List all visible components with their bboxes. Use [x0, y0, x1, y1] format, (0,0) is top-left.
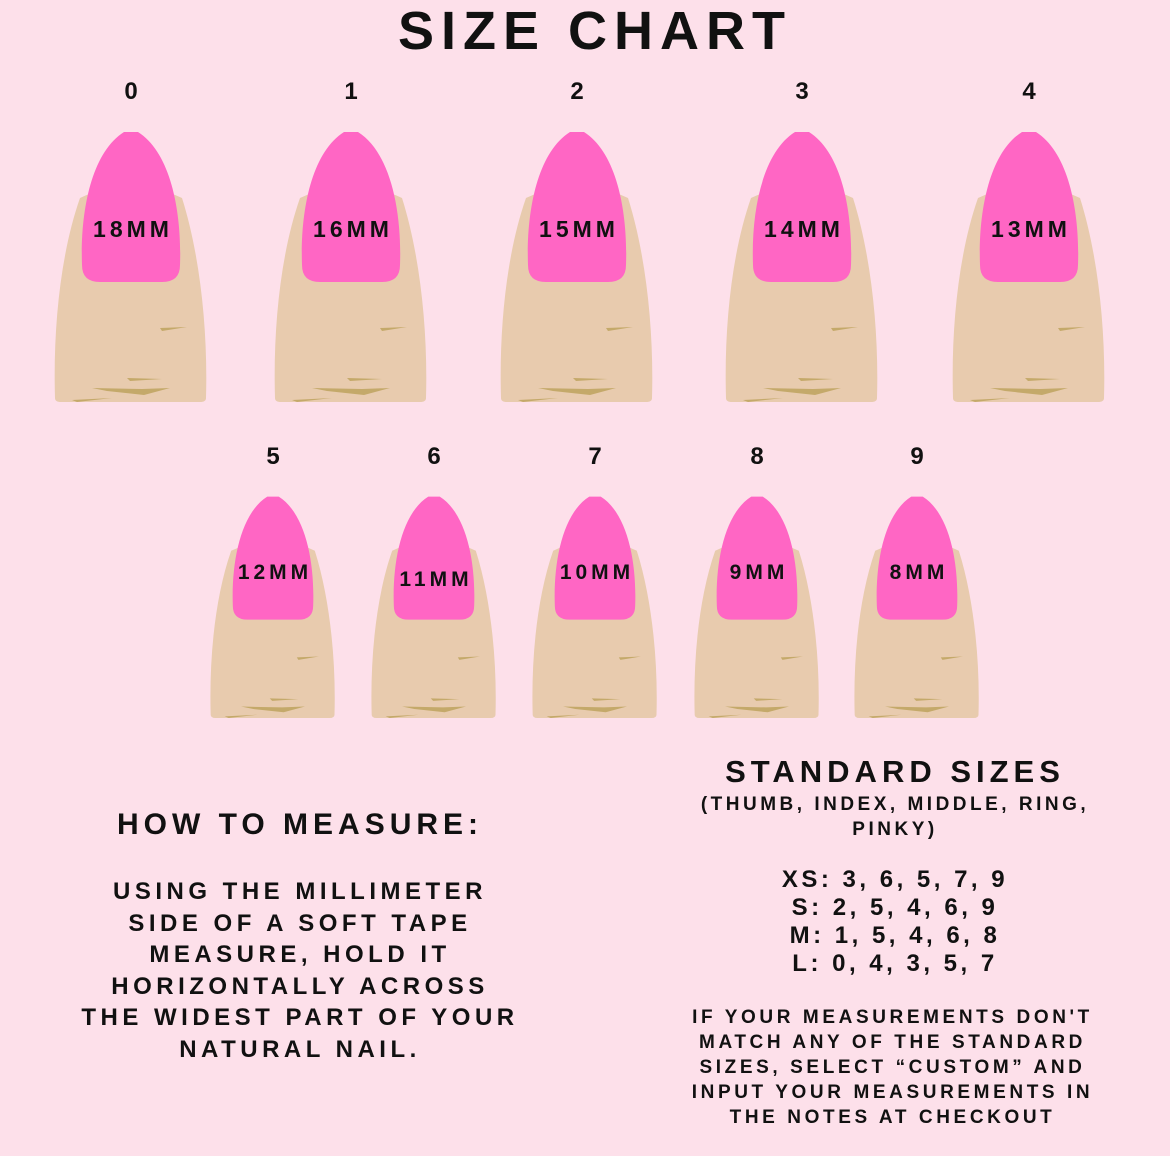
size-number: 7 — [588, 443, 602, 470]
nail-shape — [81, 132, 181, 282]
finger-size-5 — [210, 496, 335, 719]
nail-shape — [716, 496, 798, 620]
finger-size-1 — [274, 132, 427, 402]
nail-width-label: 18MM — [93, 216, 173, 242]
nail-shape — [527, 132, 627, 282]
size-number: 9 — [910, 443, 924, 470]
page-title: SIZE CHART — [398, 1, 792, 61]
knuckle-creases — [708, 656, 803, 719]
how-to-measure-heading: HOW TO MEASURE: — [116, 808, 484, 841]
note-line: THE NOTES AT CHECKOUT — [729, 1107, 1056, 1128]
knuckle-creases — [546, 656, 641, 719]
size-row-s: S: 2, 5, 4, 6, 9 — [791, 894, 999, 921]
knuckle-creases — [868, 656, 963, 719]
nail-shape — [876, 496, 958, 620]
finger-size-6 — [371, 496, 496, 719]
finger-size-8 — [694, 496, 819, 719]
note-line: INPUT YOUR MEASUREMENTS IN — [691, 1082, 1094, 1103]
nail-shape — [232, 496, 314, 620]
size-number: 6 — [427, 443, 441, 470]
size-row-xs: XS: 3, 6, 5, 7, 9 — [781, 866, 1009, 893]
size-row-l: L: 0, 4, 3, 5, 7 — [792, 950, 998, 977]
size-number: 8 — [750, 443, 764, 470]
knuckle-creases — [224, 656, 319, 719]
finger-size-0 — [54, 132, 207, 402]
nail-shape — [393, 496, 475, 620]
nail-width-label: 10MM — [559, 561, 635, 584]
size-number: 1 — [344, 78, 358, 105]
knuckle-creases — [72, 327, 187, 402]
knuckle-creases — [292, 327, 407, 402]
nail-width-label: 12MM — [237, 561, 313, 584]
nail-width-label: 11MM — [399, 568, 473, 591]
size-number: 4 — [1022, 78, 1036, 105]
finger-size-9 — [854, 496, 979, 719]
size-number: 0 — [124, 78, 138, 105]
size-number: 2 — [570, 78, 584, 105]
nail-width-label: 14MM — [764, 216, 844, 242]
size-number: 3 — [795, 78, 809, 105]
finger-size-2 — [500, 132, 653, 402]
how-to-line: NATURAL NAIL. — [179, 1035, 421, 1063]
custom-size-note: IF YOUR MEASUREMENTS DON'T MATCH ANY OF … — [665, 1005, 1120, 1130]
nail-shape — [979, 132, 1079, 282]
standard-sizes-list: XS: 3, 6, 5, 7, 9 S: 2, 5, 4, 6, 9 M: 1,… — [595, 866, 1170, 978]
nail-shape — [554, 496, 636, 620]
standard-sizes-heading: STANDARD SIZES — [725, 754, 1065, 789]
finger-size-3 — [725, 132, 878, 402]
knuckle-creases — [970, 327, 1085, 402]
size-row-m: M: 1, 5, 4, 6, 8 — [789, 922, 1001, 949]
nail-width-label: 8MM — [889, 561, 949, 584]
size-number: 5 — [266, 443, 280, 470]
nail-width-label: 13MM — [991, 216, 1071, 242]
standard-sizes-subheading: (THUMB, INDEX, MIDDLE, RING, PINKY) — [700, 794, 1090, 840]
how-to-line: THE WIDEST PART OF YOUR — [81, 1004, 519, 1031]
nail-width-label: 15MM — [539, 216, 619, 242]
knuckle-creases — [518, 327, 633, 402]
note-line: MATCH ANY OF THE STANDARD — [699, 1032, 1086, 1053]
how-to-line: USING THE MILLIMETER — [113, 878, 487, 905]
nail-shape — [301, 132, 401, 282]
knuckle-creases — [743, 327, 858, 402]
how-to-line: MEASURE, HOLD IT — [149, 941, 451, 968]
how-to-line: HORIZONTALLY ACROSS — [111, 972, 489, 1000]
how-to-measure-text: USING THE MILLIMETER SIDE OF A SOFT TAPE… — [0, 876, 600, 1065]
how-to-line: SIDE OF A SOFT TAPE — [128, 909, 472, 937]
knuckle-creases — [385, 656, 480, 719]
note-line: IF YOUR MEASUREMENTS DON'T — [692, 1007, 1093, 1028]
nail-shape — [752, 132, 852, 282]
finger-size-4 — [952, 132, 1105, 402]
note-line: SIZES, SELECT “CUSTOM” AND — [699, 1057, 1086, 1078]
nail-width-label: 16MM — [313, 216, 393, 242]
finger-size-7 — [532, 496, 657, 719]
nail-width-label: 9MM — [729, 561, 789, 584]
